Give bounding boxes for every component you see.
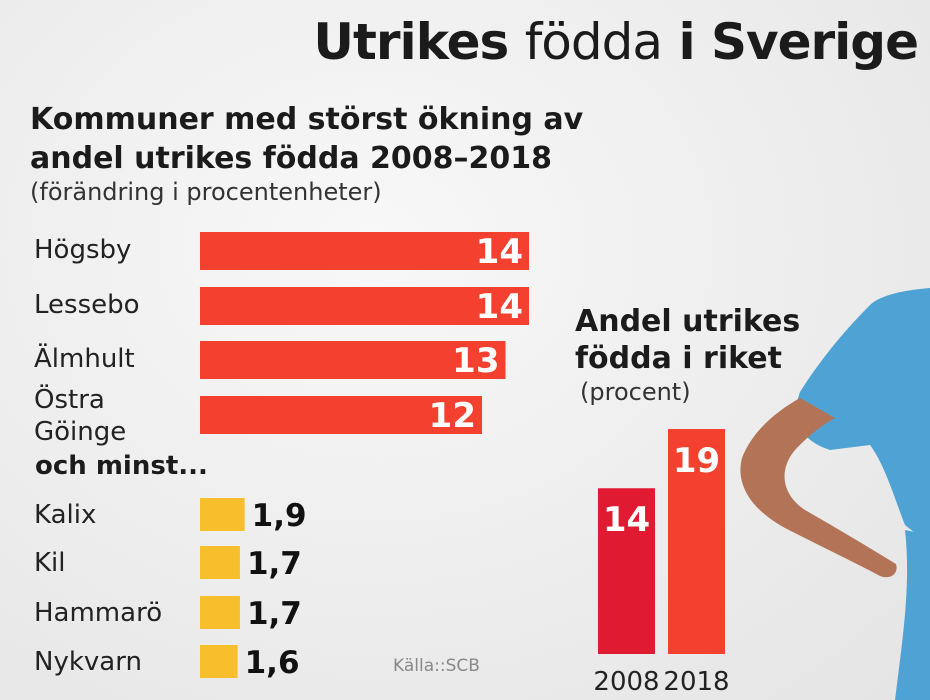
bar-östra-göinge [200,396,482,434]
increase-chart-subtitle: (förändring i procentenheter) [30,178,382,206]
value-label-hammarö: 1,7 [247,596,302,632]
nurse-arm-shape [740,398,897,578]
bar-nykvarn [200,645,238,678]
value-label-älmhult: 13 [452,341,499,381]
x-tick-2008: 2008 [593,667,659,697]
category-label-högsby: Högsby [34,235,131,265]
increase-bar-group: Högsby 14 Lessebo 14 Älmhult 13 Östra Göinge 12 [34,232,529,447]
bar-2008 [598,488,655,654]
national-bar-group: 14 2008 19 2018 [593,429,730,697]
category-label-östra-göinge: Östra Göinge [34,383,126,447]
x-tick-2018: 2018 [663,667,729,697]
nurse-figure-illustration [740,288,930,700]
value-label-kalix: 1,9 [252,498,307,534]
national-chart-subtitle: (procent) [580,378,691,406]
title-part-2: födda [524,13,663,71]
value-label-lessebo: 14 [476,287,523,327]
increase-chart-title: Kommuner med störst ökning av andel utri… [30,102,584,176]
category-label-kil: Kil [34,548,66,578]
value-label-2008: 14 [603,500,650,540]
category-label-line: Östra [34,383,105,415]
bar-kalix [200,498,245,531]
category-label-hammarö: Hammarö [34,598,162,628]
title-part-1: Utrikes [313,13,509,71]
category-label-älmhult: Älmhult [34,342,135,374]
bar-lessebo [200,287,529,325]
decrease-chart-title: och minst... [35,451,208,481]
nurse-scrubs-shape [796,288,930,545]
national-chart-title: Andel utrikes födda i riket [575,304,801,376]
decrease-bar-group: Kalix 1,9 Kil 1,7 Hammarö 1,7 Nykvarn 1,6 [34,498,307,681]
category-label-nykvarn: Nykvarn [34,647,142,677]
bar-älmhult [200,341,506,379]
value-label-östra-göinge: 12 [429,396,476,436]
value-label-nykvarn: 1,6 [245,645,300,681]
bar-kil [200,546,240,579]
value-label-2018: 19 [673,441,720,481]
main-title: Utrikes födda i Sverige [313,8,919,76]
category-label-kalix: Kalix [34,500,96,530]
nurse-body-lower-shape [895,530,930,700]
bar-2018 [668,429,725,654]
category-label-lessebo: Lessebo [34,290,140,320]
bar-högsby [200,232,529,270]
value-label-högsby: 14 [476,232,523,272]
source-note: Källa::SCB [393,656,480,676]
title-part-3: i Sverige [678,13,919,71]
bar-hammarö [200,596,240,629]
value-label-kil: 1,7 [247,546,302,582]
category-label-line: Göinge [34,417,126,447]
